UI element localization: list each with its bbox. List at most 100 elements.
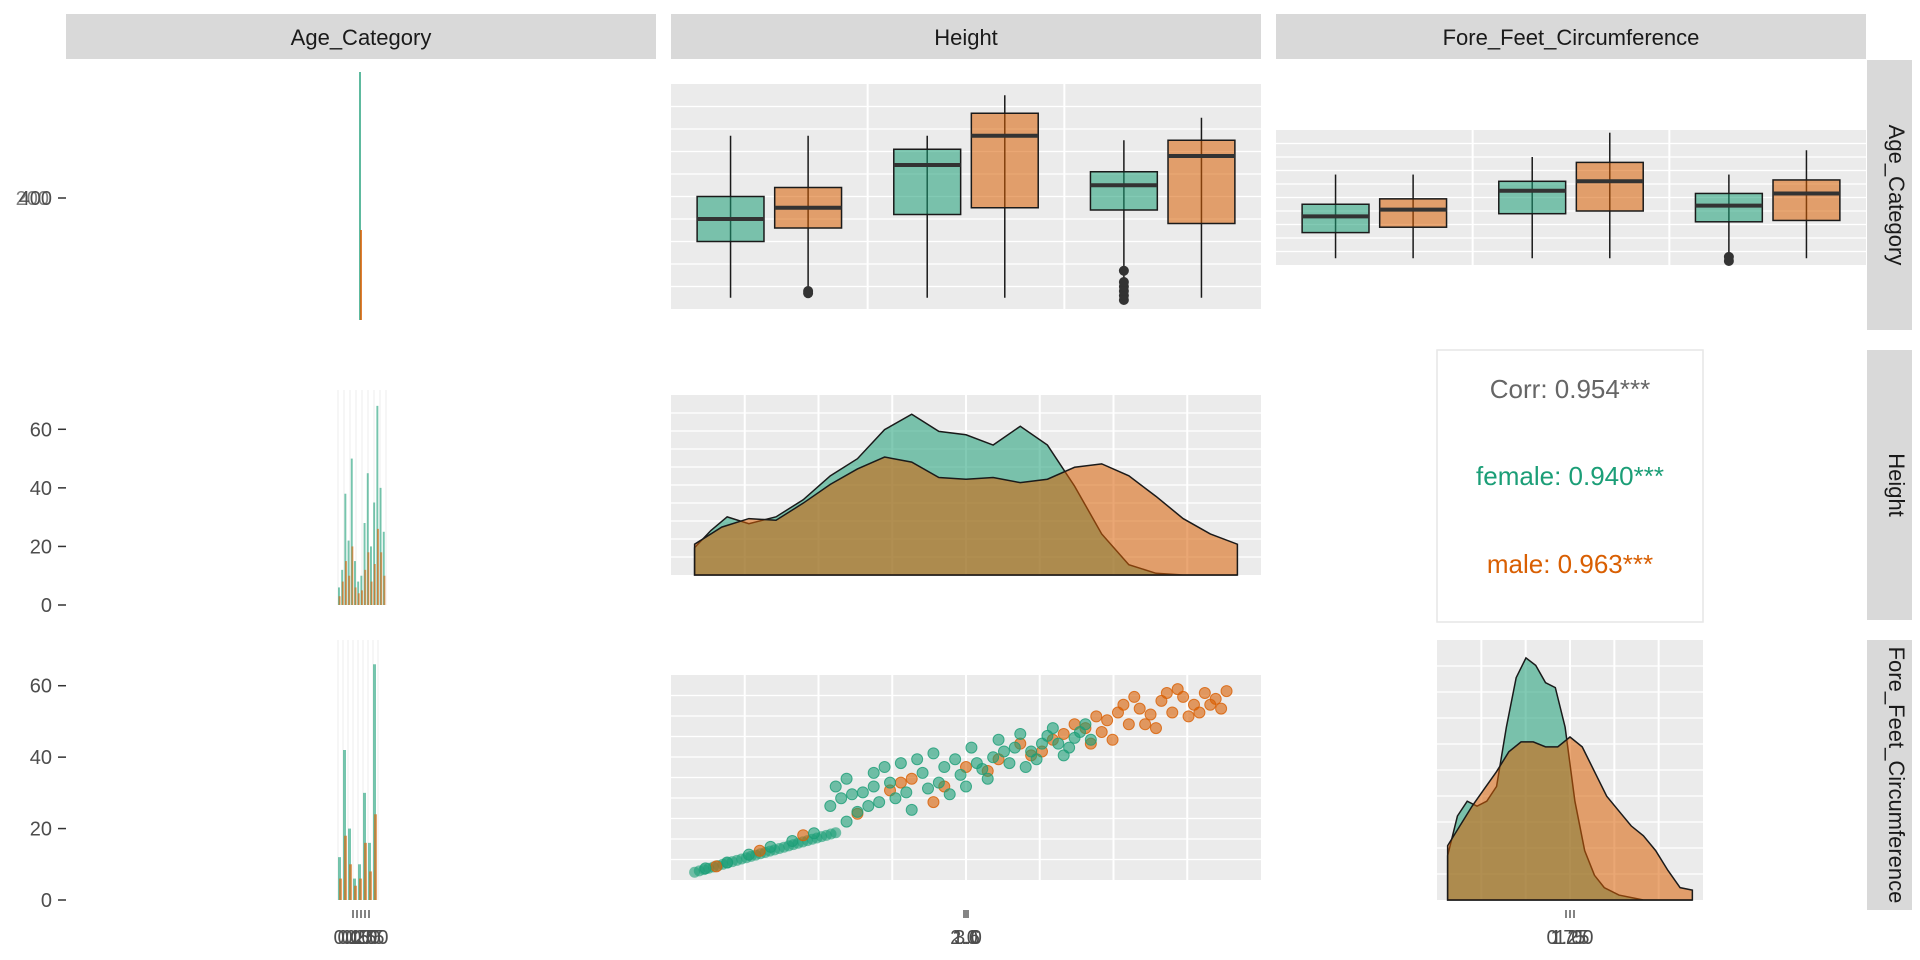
r3c2-point-female-4	[786, 835, 799, 848]
r1c3-outlier-4-1	[1723, 251, 1734, 262]
r3c2-point-male-36	[1193, 706, 1206, 719]
panels: Corr: 0.954*** female: 0.940*** male: 0.96…	[337, 72, 1866, 901]
r3c2-point-female-55	[846, 788, 859, 801]
r2c1-bar-male-6	[357, 593, 360, 605]
r3c2-point-female-18	[927, 747, 940, 760]
r2c1-bar-male-5	[354, 587, 357, 605]
r3c2-point-male-27	[1095, 725, 1108, 738]
corr-male: male: 0.963***	[1487, 549, 1653, 579]
r3c2-point-male-18	[1133, 702, 1146, 715]
r2c1-bar-male-14	[383, 575, 386, 605]
r3c3-density-male	[1446, 736, 1694, 901]
axes: 400200020406002040600.000.250.500.751.00…	[16, 188, 1594, 949]
r1c3-box-0	[1301, 203, 1370, 234]
r1c2-box-4	[1089, 171, 1159, 211]
r3c2-point-female-15	[900, 786, 913, 799]
strip-top-label-2: Fore_Feet_Circumference	[1443, 25, 1700, 50]
r2c1-bar-male-7	[361, 590, 363, 605]
r3c2-point-female-28	[1014, 727, 1027, 740]
r3c1-bar-male-6	[369, 871, 372, 900]
r2c2-density-male	[693, 456, 1239, 576]
col2-xtick-label-0: 2.0	[950, 927, 978, 949]
r1c3-box-2	[1498, 180, 1567, 215]
r3c2-point-female-11	[867, 766, 880, 779]
r3c2-point-male-43	[927, 796, 940, 809]
r3c2-point-female-22	[960, 780, 972, 793]
r3c2-point-male-14	[1090, 710, 1103, 723]
strip-top-1	[671, 14, 1261, 59]
r3c1-ytick-label-2: 40	[30, 747, 52, 769]
r2c1-bar-female-5	[354, 561, 356, 605]
r3c2-point-female-38	[922, 782, 935, 795]
r2c1-bar-female-10	[370, 546, 372, 605]
r3c2-point-female-45	[878, 761, 891, 774]
col2-xtick-label-1: 1.6	[952, 927, 980, 949]
r3c2-point-male-26	[1220, 685, 1233, 698]
r2c1-ytick-label-3: 60	[30, 419, 52, 441]
r3c2-point-female-21	[949, 753, 962, 766]
r3c2-point-female-16	[905, 803, 918, 816]
r3c2-point-female-20	[938, 761, 951, 774]
r3c2-point-female-6	[829, 780, 842, 793]
r3c1-ytick-label-0: 0	[41, 890, 52, 912]
r3c2-point-female-36	[862, 799, 875, 812]
r3c2-point-female-41	[1008, 741, 1021, 754]
r3c2-point-male-11	[1057, 727, 1070, 740]
r3c2-point-female-2	[742, 848, 755, 861]
r3c1-ytick-label-1: 20	[30, 819, 52, 841]
r1c1-tick-label-overlap: 200	[16, 188, 49, 210]
r3c2-point-male-32	[1204, 698, 1217, 711]
r1c1-tick-label: 400	[19, 188, 52, 210]
r3c2-point-female-53	[1084, 733, 1097, 746]
r3c2-point-female-52	[1063, 741, 1076, 754]
r3c1-bar-male-2	[349, 864, 352, 900]
r3c2-point-female-8	[840, 772, 853, 785]
r1c3-box-3	[1575, 161, 1644, 212]
r3c2-point-female-7	[835, 792, 848, 805]
strip-right-label-0: Age_Category	[1884, 125, 1909, 266]
corr-overall: Corr: 0.954***	[1490, 374, 1650, 404]
r3c2-point-male-19	[1144, 708, 1157, 721]
r3c2-point-female-14	[894, 757, 907, 770]
r3c2-point-female-40	[981, 772, 994, 785]
r3c2-point-male-1	[753, 844, 766, 857]
r3c2-point-male-31	[1182, 710, 1195, 723]
r2c1-bar-female-12	[376, 405, 379, 605]
r3c2-point-male-24	[1198, 687, 1211, 700]
r3c2-point-female-39	[954, 768, 967, 781]
r3c1-bar-male-3	[354, 885, 357, 900]
r2c1-bar-female-4	[350, 458, 353, 605]
r3c2-point-female-26	[992, 733, 1005, 746]
r2c1-bar-male-13	[380, 552, 383, 605]
r3c1-bar-male-1	[344, 835, 347, 900]
strip-top-2	[1276, 14, 1866, 59]
r3c2-point-female-19	[932, 776, 945, 789]
r3c2-point-female-37	[889, 792, 902, 805]
r3c2-point-female-47	[943, 788, 956, 801]
r3c2-point-female-5	[808, 827, 821, 840]
r3c2-point-female-25	[987, 751, 1000, 764]
r3c2-point-male-38	[1106, 733, 1119, 746]
r2c1-bar-male-0	[338, 596, 341, 605]
r3c2-point-female-23	[965, 741, 978, 754]
r3c2-point-male-17	[1122, 718, 1135, 731]
col3-xtick-label-0: 0.75	[1547, 927, 1586, 949]
r3c1-bar-male-7	[374, 814, 377, 900]
strip-top-0	[66, 14, 656, 59]
r3c2-point-female-17	[916, 766, 929, 779]
r3c2-point-female-43	[1052, 737, 1065, 750]
r3c2-point-male-21	[1166, 706, 1179, 719]
r2c3-corr-box	[1436, 349, 1704, 623]
r2c1-ytick-label-0: 0	[41, 595, 52, 617]
r3c1-bar-male-5	[364, 842, 367, 900]
r2c1-bar-female-3	[347, 540, 350, 605]
strip-right-label-1: Height	[1884, 453, 1909, 517]
r3c2-point-male-37	[1215, 702, 1228, 715]
r3c2-point-male-35	[1171, 683, 1184, 696]
r3c2-point-male-0	[710, 860, 723, 873]
col3-xtick-label-1: 1.25	[1551, 927, 1590, 949]
r3c2-point-female-49	[997, 745, 1010, 758]
r1c2-box-3	[970, 112, 1039, 209]
r1c2-box-2	[893, 148, 962, 216]
r3c2-point-female-48	[970, 757, 983, 770]
